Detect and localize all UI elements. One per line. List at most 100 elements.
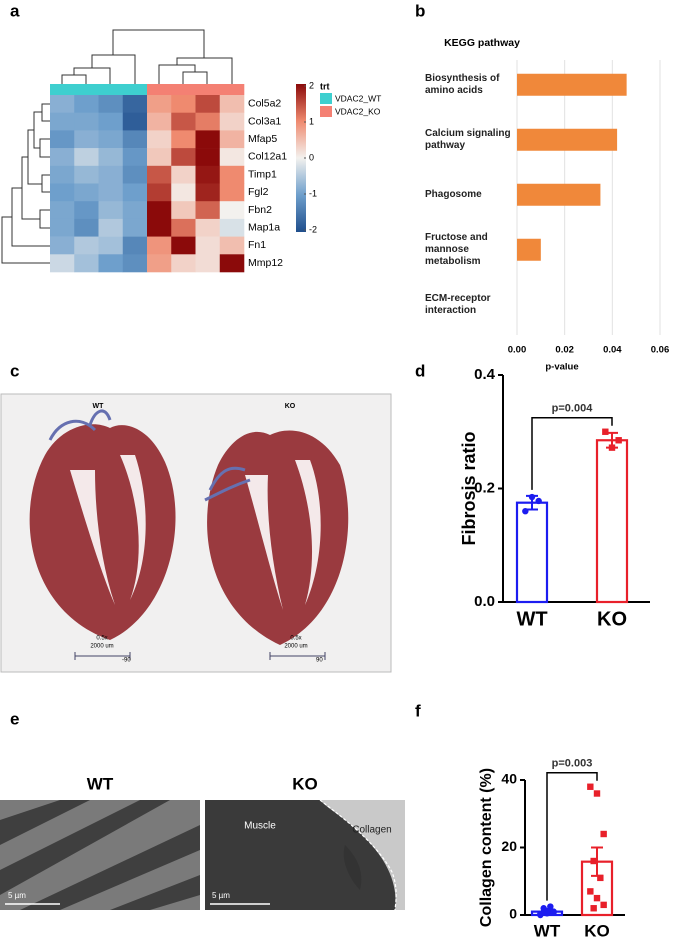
- bar: [517, 183, 601, 206]
- data-point: [600, 901, 607, 909]
- heatmap-cell: [98, 201, 124, 220]
- row-label: Col5a2: [248, 98, 281, 110]
- image-label: WT: [87, 774, 114, 793]
- heatmap-cell: [171, 254, 196, 273]
- heatmap-cell: [50, 165, 75, 184]
- heatmap-cell: [122, 130, 148, 149]
- heatmap-cell: [195, 95, 221, 113]
- panel-label: c: [10, 361, 19, 380]
- heatmap-cell: [171, 95, 196, 113]
- image-label: KO: [292, 774, 318, 793]
- heatmap-cell: [50, 148, 75, 167]
- data-point: [587, 783, 594, 790]
- annotation-cell: [74, 84, 99, 95]
- significance-bracket: [546, 772, 598, 901]
- x-tick-label: 0.06: [651, 345, 670, 356]
- heatmap-cell: [98, 218, 124, 237]
- x-tick-label: KO: [584, 921, 610, 940]
- category-label: Calcium signaling pathway: [425, 127, 511, 151]
- annotation-cell: [98, 84, 124, 95]
- data-point: [593, 790, 601, 797]
- heatmap-cell: [195, 183, 221, 202]
- data-point: [600, 830, 607, 838]
- heatmap-cell: [122, 236, 148, 255]
- heatmap-cell: [50, 183, 75, 202]
- legend-label: VDAC2_WT: [335, 93, 381, 103]
- y-tick-label: 0.0: [474, 593, 495, 610]
- heatmap-cell: [147, 218, 172, 237]
- annotation-cell: [147, 84, 172, 95]
- x-axis-label: p-value: [545, 362, 578, 373]
- legend-title: trt: [320, 81, 330, 91]
- data-point: [597, 874, 604, 882]
- heatmap-cell: [122, 183, 148, 202]
- histology-image: [0, 393, 392, 673]
- data-point: [547, 903, 554, 910]
- heatmap-cell: [147, 130, 172, 149]
- colorbar-label: -1: [309, 188, 317, 198]
- heatmap-cell: [195, 148, 221, 167]
- heatmap-cell: [122, 148, 148, 167]
- heatmap-cell: [122, 201, 148, 220]
- category-label: Biosynthesis of amino acids: [425, 72, 500, 96]
- data-point: [602, 428, 609, 435]
- heatmap-cell: [147, 183, 172, 202]
- heatmap-cell: [219, 165, 245, 184]
- data-point: [590, 857, 597, 865]
- heatmap-cell: [219, 112, 245, 131]
- heatmap-cell: [219, 218, 245, 237]
- heatmap-cell: [219, 148, 245, 167]
- scale-label: 0.5x: [290, 636, 301, 642]
- heatmap-cell: [74, 165, 99, 184]
- y-axis-label: Collagen content (%): [478, 768, 495, 927]
- colorbar-label: -2: [309, 224, 317, 234]
- heatmap-cell: [74, 130, 99, 149]
- legend-label: VDAC2_KO: [335, 106, 381, 116]
- x-tick-label: 0.02: [555, 345, 574, 356]
- heatmap-cell: [50, 201, 75, 220]
- colorbar: [296, 84, 306, 232]
- y-tick-label: 0.2: [474, 479, 495, 496]
- heatmap-cell: [195, 254, 221, 273]
- heatmap-cell: [147, 236, 172, 255]
- heatmap-cell: [147, 254, 172, 273]
- scale-label: 90: [316, 658, 323, 664]
- annotation-cell: [219, 84, 245, 95]
- heatmap-cell: [147, 112, 172, 131]
- heatmap-cell: [50, 95, 75, 113]
- heatmap-cell: [219, 130, 245, 149]
- significance-bracket: [531, 417, 613, 490]
- heatmap-cell: [219, 183, 245, 202]
- bar: [595, 439, 629, 604]
- panel-label: e: [10, 709, 19, 728]
- bar: [515, 501, 549, 604]
- annotation-cell: [122, 84, 148, 95]
- heatmap-cell: [171, 112, 196, 131]
- row-label: Mmp12: [248, 257, 283, 269]
- heatmap-cell: [171, 236, 196, 255]
- row-label: Map1a: [248, 222, 280, 234]
- data-point: [528, 493, 536, 501]
- heatmap-cell: [74, 236, 99, 255]
- heatmap-cell: [74, 148, 99, 167]
- heatmap-cell: [98, 130, 124, 149]
- heatmap-cell: [171, 218, 196, 237]
- em-image: [0, 799, 405, 911]
- heatmap-cell: [98, 112, 124, 131]
- row-label: Col3a1: [248, 115, 281, 127]
- heatmap-cell: [219, 236, 245, 255]
- heatmap-cell: [98, 254, 124, 273]
- heatmap-cell: [74, 254, 99, 273]
- x-tick-label: 0.00: [508, 345, 527, 356]
- heatmap-cell: [171, 183, 196, 202]
- heatmap-cell: [50, 236, 75, 255]
- column-dendrogram: [61, 29, 233, 84]
- heatmap-cell: [171, 165, 196, 184]
- significance-label: p=0.003: [552, 758, 593, 770]
- annotation-cell: [195, 84, 221, 95]
- heatmap-cell: [195, 165, 221, 184]
- heatmap-cell: [147, 165, 172, 184]
- row-label: Fn1: [248, 239, 266, 251]
- heatmap-cell: [74, 95, 99, 113]
- scale-label: 0.5x: [96, 636, 107, 642]
